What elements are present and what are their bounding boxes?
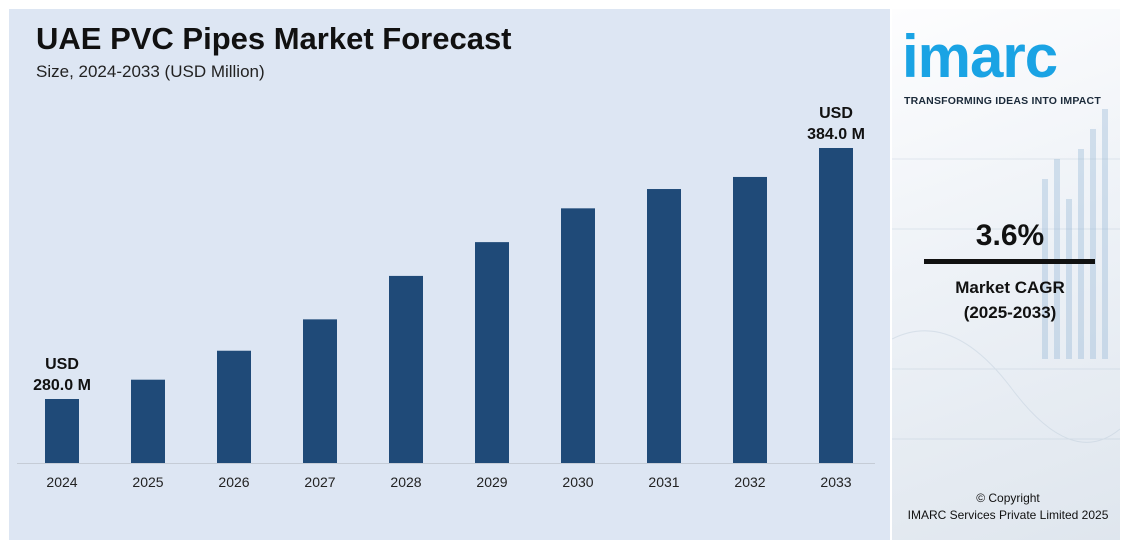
cagr-label: Market CAGR (2025-2033) [892, 275, 1120, 325]
data-label-2024-line1: USD [45, 356, 79, 373]
x-tick-label-2033: 2033 [820, 474, 851, 490]
x-tick-label-2030: 2030 [562, 474, 593, 490]
bar-chart: 2024 2025 2026 2027 2028 2029 2030 2031 2032 2033… [17, 105, 875, 490]
bar-2030 [561, 208, 595, 463]
copyright: © Copyright IMARC Services Private Limit… [892, 490, 1120, 524]
cagr-label-line2: (2025-2033) [963, 303, 1057, 322]
x-tick-label-2027: 2027 [304, 474, 335, 490]
bar-2026 [217, 350, 251, 463]
sidebar: imarc TRANSFORMING IDEAS INTO IMPACT 3.6… [892, 9, 1120, 540]
copyright-line1: © Copyright [976, 491, 1040, 505]
x-tick-label-2028: 2028 [390, 474, 421, 490]
cagr-value: 3.6% [975, 219, 1045, 252]
data-label-2033-line2: 384.0 M [807, 126, 865, 143]
bar-2027 [303, 319, 337, 463]
data-label-2024-line2: 280.0 M [33, 377, 91, 394]
chart-title: UAE PVC Pipes Market Forecast [36, 21, 512, 56]
bar-2024 [45, 399, 79, 463]
cagr-divider [924, 259, 1095, 264]
logo-tagline: TRANSFORMING IDEAS INTO IMPACT [904, 95, 1101, 107]
bar-2029 [475, 242, 509, 463]
x-tick-label-2026: 2026 [218, 474, 249, 490]
bar-2033 [819, 148, 853, 463]
chart-panel: UAE PVC Pipes Market Forecast Size, 2024… [9, 9, 890, 540]
imarc-logo: imarc [902, 23, 1058, 90]
x-tick-label-2029: 2029 [476, 474, 507, 490]
copyright-line2: IMARC Services Private Limited 2025 [907, 508, 1109, 522]
data-label-2033-line1: USD [819, 105, 853, 122]
bar-2028 [389, 275, 423, 463]
bar-2031 [647, 189, 681, 463]
bar-2032 [733, 176, 767, 463]
x-tick-label-2025: 2025 [132, 474, 163, 490]
bar-2025 [131, 379, 165, 463]
x-tick-label-2032: 2032 [734, 474, 765, 490]
x-tick-label-2024: 2024 [46, 474, 77, 490]
cagr-label-line1: Market CAGR [955, 278, 1065, 297]
x-tick-label-2031: 2031 [648, 474, 679, 490]
chart-subtitle: Size, 2024-2033 (USD Million) [36, 62, 265, 81]
